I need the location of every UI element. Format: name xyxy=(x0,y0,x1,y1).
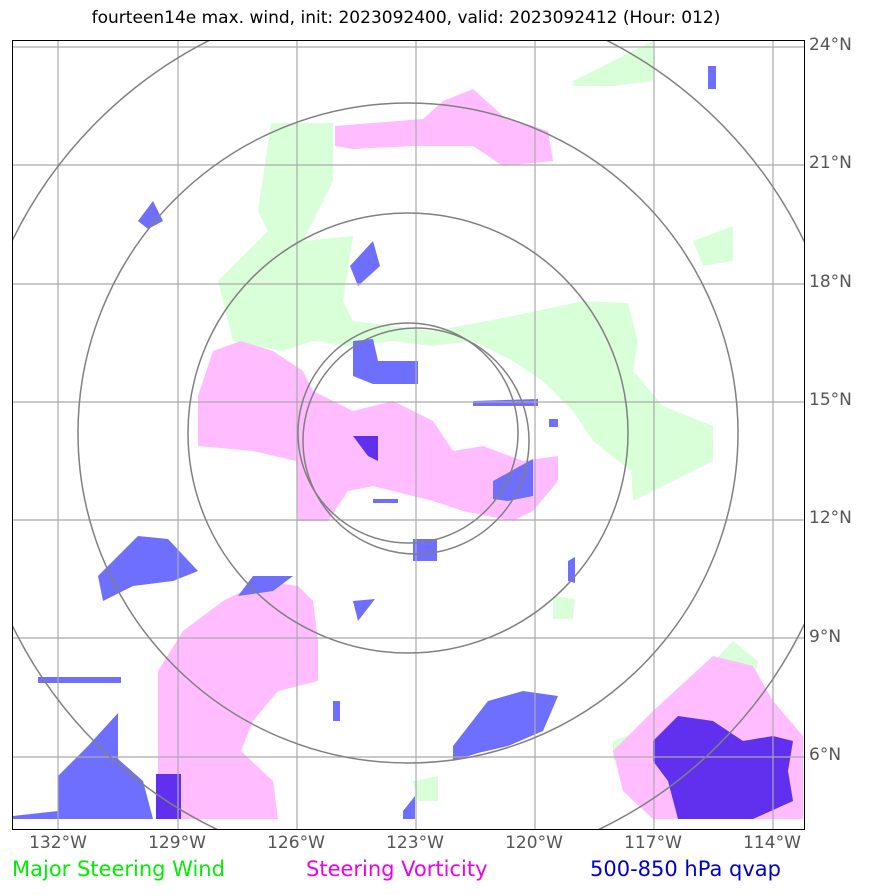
map-canvas xyxy=(13,41,804,829)
qvap-dark-area-1 xyxy=(353,436,378,461)
qvap-area-19 xyxy=(708,66,716,89)
qvap-area-10 xyxy=(98,536,198,601)
qvap-areas xyxy=(13,66,716,819)
wind-area-north xyxy=(573,41,653,86)
lon-label: 129°W xyxy=(148,833,206,853)
storm-center-ring xyxy=(302,327,530,555)
qvap-area-17 xyxy=(13,811,58,819)
qvap-area-13 xyxy=(38,677,121,683)
qvap-area-18 xyxy=(403,796,415,819)
qvap-area-5 xyxy=(549,419,558,427)
vorticity-area-north xyxy=(335,89,553,166)
range-rings xyxy=(13,41,804,829)
lon-label: 120°W xyxy=(505,833,563,853)
lon-label: 126°W xyxy=(267,833,325,853)
qvap-area-12 xyxy=(353,599,375,621)
qvap-area-1 xyxy=(138,201,163,229)
lon-label: 114°W xyxy=(743,833,801,853)
lat-label: 6°N xyxy=(809,745,842,765)
wind-area-bottom xyxy=(413,776,438,801)
lon-label: 132°W xyxy=(29,833,87,853)
map-title: fourteen14e max. wind, init: 2023092400,… xyxy=(91,8,721,28)
graticule xyxy=(13,41,804,829)
qvap-dark-area-2 xyxy=(156,774,181,819)
qvap-area-3 xyxy=(353,339,418,384)
lat-label: 9°N xyxy=(809,627,842,647)
vorticity-area-central xyxy=(198,341,558,521)
qvap-area-14 xyxy=(333,701,340,721)
qvap-dark-area-3 xyxy=(653,716,793,819)
legend-steering-wind: Major Steering Wind xyxy=(12,857,225,881)
wind-area-south xyxy=(553,596,575,619)
wind-area-central xyxy=(218,123,713,501)
qvap-area-9 xyxy=(568,557,575,583)
legend-qvap: 500-850 hPa qvap xyxy=(590,857,781,881)
lon-label: 117°W xyxy=(624,833,682,853)
qvap-dark-areas xyxy=(156,436,793,819)
vorticity-area-southwest xyxy=(158,581,318,819)
qvap-area-16 xyxy=(58,713,153,819)
wind-area-east xyxy=(693,226,733,266)
lat-label: 21°N xyxy=(809,153,852,173)
map-panel[interactable] xyxy=(12,40,805,830)
qvap-area-7 xyxy=(373,499,398,503)
lon-label: 123°W xyxy=(386,833,444,853)
lat-label: 24°N xyxy=(809,35,852,55)
qvap-area-11 xyxy=(238,576,293,596)
lat-label: 12°N xyxy=(809,508,852,528)
qvap-area-8 xyxy=(413,539,437,561)
qvap-area-2 xyxy=(350,241,380,286)
lat-label: 15°N xyxy=(809,390,852,410)
qvap-area-15 xyxy=(453,691,558,761)
lat-label: 18°N xyxy=(809,272,852,292)
legend-steering-vorticity: Steering Vorticity xyxy=(306,857,488,881)
qvap-area-6 xyxy=(493,459,533,501)
